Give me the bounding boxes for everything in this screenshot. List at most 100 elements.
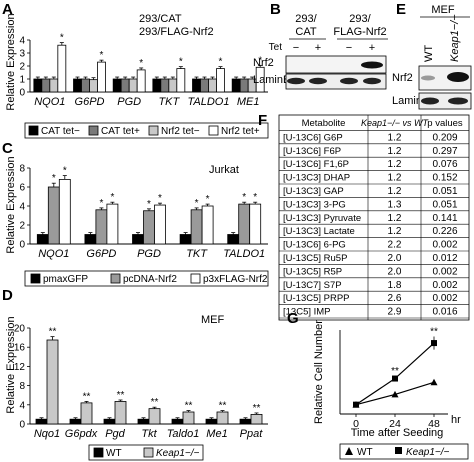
- panel-d-ylabel: Relative Expression: [5, 316, 17, 413]
- bar: [73, 78, 82, 93]
- bar: [120, 78, 130, 93]
- panel-a-chart: 0 1 2 3 4 * NQO1 * G6PD * PGD * TKT * TALDO1 * ME1: [19, 33, 268, 108]
- bar: [176, 68, 186, 93]
- y-tick-label: 1: [19, 75, 25, 86]
- table-cell-pvalue: 0.051: [432, 186, 457, 197]
- panel-e-nrf2-keap1-band: [447, 72, 469, 82]
- table-cell-metabolite: [U-13C3] 3-PG: [283, 199, 346, 210]
- significance-mark: **: [83, 391, 91, 402]
- table-cell-pvalue: 0.209: [432, 132, 457, 143]
- table-header-ratio: Keap1−/− vs WT: [361, 118, 430, 128]
- bar: [179, 234, 192, 245]
- y-tick-label: 0: [19, 88, 25, 99]
- y-tick-label: 0: [19, 240, 25, 251]
- significance-mark: *: [63, 166, 67, 177]
- bar: [114, 401, 127, 425]
- data-point: [392, 375, 398, 382]
- table-cell-ratio: 1.2: [388, 146, 402, 157]
- bar: [128, 78, 138, 93]
- significance-mark: *: [158, 193, 162, 204]
- bar: [95, 209, 108, 245]
- significance-mark: **: [219, 401, 227, 412]
- bar: [103, 418, 116, 425]
- category-label: Nqo1: [34, 428, 60, 440]
- panel-b-col-label-2: 293/: [349, 13, 371, 25]
- y-tick-label: 20: [14, 324, 26, 335]
- y-tick-label: 4: [19, 400, 25, 411]
- y-tick-label: 16: [14, 343, 26, 354]
- laminb-band-3: [340, 77, 358, 85]
- significance-mark: *: [258, 55, 262, 66]
- bar: [80, 402, 93, 425]
- bar: [160, 78, 170, 93]
- bar: [132, 234, 144, 245]
- bar: [137, 418, 150, 425]
- table-cell-metabolite: [U-13C5] PRPP: [283, 293, 350, 304]
- legend-label: Nrf2 tet−: [161, 126, 200, 137]
- bar: [192, 78, 201, 93]
- category-label: TALDO1: [223, 248, 265, 260]
- panel-letter-b: B: [270, 1, 281, 18]
- table-cell-pvalue: 0.226: [432, 226, 457, 237]
- panel-e-cell-label: MEF: [431, 4, 455, 16]
- table-cell-ratio: 2.0: [388, 266, 402, 277]
- bar: [152, 78, 162, 93]
- category-label: G6PD: [86, 248, 116, 260]
- data-point: [431, 340, 437, 347]
- bar: [47, 186, 60, 245]
- y-tick-label: 0: [19, 420, 25, 431]
- y-tick-label: 2: [19, 62, 25, 73]
- bar: [136, 69, 146, 93]
- table-header-pvalue: p values: [427, 118, 463, 129]
- significance-mark: *: [219, 57, 223, 68]
- table-cell-metabolite: [U-13C6] F1,6P: [283, 159, 349, 170]
- table-cell-ratio: 2.9: [388, 307, 402, 318]
- panel-e-laminb-wt-band: [421, 97, 439, 105]
- panel-a-ylabel: Relative Expression: [5, 13, 17, 110]
- legend-swatch: [143, 447, 154, 458]
- y-tick-label: 3: [19, 49, 25, 60]
- panel-a: A 293/CAT 293/FLAG-Nrf2 Relative Express…: [2, 1, 269, 139]
- panel-e: E MEF WT Keap1−/− Nrf2 LaminB: [392, 1, 472, 110]
- panel-e-nrf2-wt-band: [421, 75, 435, 81]
- table-cell-pvalue: 0.002: [432, 280, 457, 291]
- category-label: Ppat: [240, 428, 264, 440]
- laminb-band-2: [309, 77, 327, 85]
- bar: [239, 418, 252, 425]
- bar: [58, 178, 71, 245]
- bar: [106, 203, 119, 245]
- significance-mark: *: [110, 192, 114, 203]
- legend-swatch: [28, 125, 39, 136]
- metabolite-table: Metabolite Keap1−/− vs WT p values [U-13C6]…: [278, 114, 470, 321]
- panel-c-ylabel: Relative Expression: [5, 156, 17, 253]
- category-label: TKT: [186, 248, 208, 260]
- panel-e-col-keap1: Keap1−/−: [449, 14, 461, 62]
- table-cell-ratio: 1.2: [388, 173, 402, 184]
- significance-mark: *: [147, 199, 151, 210]
- panel-b-col-label-1: 293/: [295, 13, 317, 25]
- legend-label: Keap1−/−: [406, 447, 450, 458]
- panel-letter-c: C: [2, 140, 13, 157]
- y-tick-label: 12: [14, 362, 26, 373]
- panel-c: C Jurkat Relative Expression 0 2 4 6 8 * * NQO1…: [2, 140, 269, 287]
- panel-letter-a: A: [2, 1, 13, 18]
- panel-b-row-nrf2: Nrf2: [253, 57, 274, 69]
- table-cell-ratio: 1.2: [388, 132, 402, 143]
- bar: [249, 203, 262, 245]
- panel-c-chart: 0 2 4 6 8 * * NQO1 * * G6PD * * PGD * * TKT * * TALDO1: [19, 164, 268, 260]
- panel-b-tet-4: +: [369, 42, 375, 54]
- panel-a-legend-line2: 293/FLAG-Nrf2: [139, 26, 214, 38]
- table-cell-ratio: 2.2: [388, 240, 402, 251]
- significance-mark: *: [99, 198, 103, 209]
- bar: [238, 203, 251, 245]
- y-tick-label: 4: [19, 36, 25, 47]
- bar: [57, 44, 67, 93]
- bar: [208, 78, 217, 93]
- laminb-band-4: [363, 77, 381, 85]
- table-cell-ratio: 1.3: [388, 199, 402, 210]
- panel-letter-e: E: [396, 1, 406, 18]
- panel-c-legend: pmaxGFP pcDNA-Nrf2 p3xFLAG-Nrf2: [24, 270, 269, 287]
- legend-swatch: [148, 125, 159, 136]
- legend-swatch: [110, 273, 121, 284]
